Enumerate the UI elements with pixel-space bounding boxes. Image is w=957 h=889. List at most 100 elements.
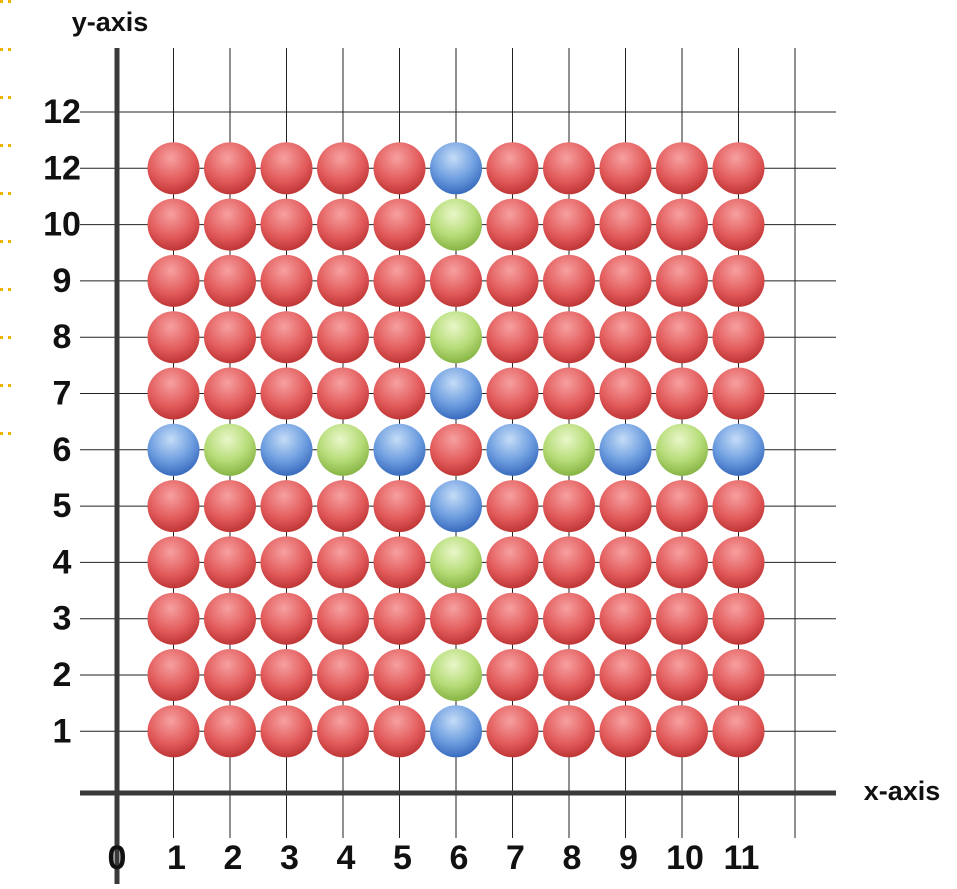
ball-red [373,311,426,364]
ball-red [486,649,539,701]
ball-red [373,536,426,589]
y-label: 5 [53,487,72,525]
ball-red [204,198,256,251]
ball-red [204,649,256,701]
ball-red [317,480,369,533]
ball-red [147,198,200,251]
ball-red [543,649,595,701]
x-axis-title: x-axis [864,776,941,806]
ball-red [260,367,313,420]
ball-red [712,480,765,533]
ball-blue [430,480,482,533]
ball-red [204,254,256,307]
ball-red [599,480,652,533]
ball-red [599,142,652,195]
ball-red [373,198,426,251]
ball-red [712,254,765,307]
y-label: 1 [53,712,72,750]
ball-green [543,423,595,476]
x-label: 7 [506,839,525,877]
ball-red [373,367,426,420]
ball-red [712,649,765,701]
y-label: 7 [53,374,72,412]
ball-red [373,480,426,533]
ball-red [656,480,708,533]
ball-red [712,705,765,758]
ball-red [712,142,765,195]
ball-red [599,198,652,251]
ball-red [656,705,708,758]
y-label: 9 [53,262,72,300]
ball-red [147,649,200,701]
ball-red [317,649,369,701]
ball-red [543,198,595,251]
ball-red [260,705,313,758]
ball-red [486,536,539,589]
x-label: 10 [666,839,704,877]
ball-red [317,198,369,251]
x-label: 9 [619,839,638,877]
y-label: 12 [43,149,81,187]
ball-red [147,705,200,758]
y-axis-title: y-axis [72,7,149,37]
ball-red [599,592,652,645]
ball-red [373,649,426,701]
ball-green [656,423,708,476]
ball-red [204,142,256,195]
ball-red [317,142,369,195]
ball-red [147,367,200,420]
x-label: 2 [224,839,243,877]
ball-red [656,198,708,251]
x-label: 3 [280,839,299,877]
ball-red [147,142,200,195]
ball-red [317,367,369,420]
ball-red [373,705,426,758]
ball-blue [712,423,765,476]
y-label: 4 [53,543,72,581]
ball-red [656,311,708,364]
ball-blue [430,705,482,758]
ball-red [599,254,652,307]
y-label: 6 [53,431,72,469]
ball-red [317,536,369,589]
ball-red [712,311,765,364]
ball-red [599,536,652,589]
ball-blue [430,367,482,420]
ball-red [204,367,256,420]
ball-blue [147,423,200,476]
ball-red [656,367,708,420]
ball-blue [599,423,652,476]
ball-red [656,592,708,645]
ball-red [204,705,256,758]
ball-red [543,480,595,533]
ball-red [656,254,708,307]
ball-red [317,592,369,645]
ball-red [373,254,426,307]
ball-red [486,367,539,420]
ball-red [486,142,539,195]
ball-red [317,311,369,364]
x-label: 1 [167,839,186,877]
ball-red [260,649,313,701]
x-label: 8 [563,839,582,877]
ball-red [147,311,200,364]
ball-red [204,311,256,364]
ball-blue [260,423,313,476]
ball-red [486,198,539,251]
ball-red [260,536,313,589]
ball-red [260,198,313,251]
ball-red [147,592,200,645]
ball-red [260,142,313,195]
ball-green [430,198,482,251]
ball-red [712,536,765,589]
ball-red [430,254,482,307]
ball-green [430,311,482,364]
dots [0,0,11,435]
ball-red [147,536,200,589]
ball-green [430,649,482,701]
ball-red [147,254,200,307]
ball-green [430,536,482,589]
ball-red [317,254,369,307]
ball-red [260,592,313,645]
